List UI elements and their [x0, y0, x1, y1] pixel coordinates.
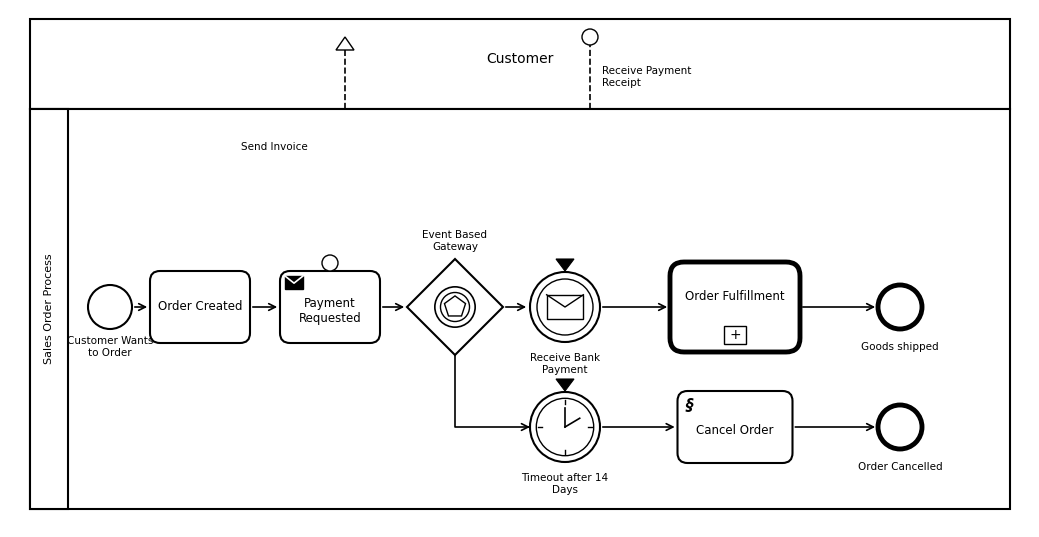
Bar — [30, 19, 1010, 109]
Polygon shape — [556, 379, 574, 391]
Circle shape — [530, 272, 600, 342]
Circle shape — [435, 287, 475, 327]
Circle shape — [878, 285, 922, 329]
Polygon shape — [556, 259, 574, 271]
Text: Order Created: Order Created — [158, 301, 242, 314]
FancyBboxPatch shape — [285, 276, 303, 289]
Circle shape — [582, 29, 598, 45]
Text: Goods shipped: Goods shipped — [861, 342, 939, 352]
FancyBboxPatch shape — [547, 295, 583, 320]
Text: Event Based
Gateway: Event Based Gateway — [423, 230, 487, 252]
Text: Send Invoice: Send Invoice — [241, 142, 308, 152]
FancyBboxPatch shape — [150, 271, 250, 343]
Text: +: + — [729, 328, 741, 342]
Text: Receive Payment
Receipt: Receive Payment Receipt — [602, 66, 691, 88]
Text: Payment
Requested: Payment Requested — [298, 297, 362, 325]
Text: Receive Bank
Payment: Receive Bank Payment — [530, 353, 601, 375]
Text: Order Fulfillment: Order Fulfillment — [685, 291, 784, 303]
Text: Timeout after 14
Days: Timeout after 14 Days — [522, 473, 609, 495]
Text: Customer: Customer — [486, 52, 554, 66]
Circle shape — [441, 293, 470, 322]
Text: Cancel Order: Cancel Order — [696, 425, 774, 438]
Circle shape — [536, 398, 593, 456]
FancyBboxPatch shape — [724, 326, 746, 344]
Text: Sales Order Process: Sales Order Process — [44, 253, 54, 364]
Text: Order Cancelled: Order Cancelled — [857, 462, 942, 472]
Circle shape — [537, 279, 593, 335]
Circle shape — [322, 255, 338, 271]
Text: Customer Wants
to Order: Customer Wants to Order — [66, 336, 153, 358]
Polygon shape — [407, 259, 503, 355]
Bar — [30, 109, 68, 509]
Circle shape — [88, 285, 132, 329]
Polygon shape — [336, 37, 354, 50]
Text: §: § — [686, 398, 693, 413]
FancyBboxPatch shape — [670, 262, 800, 352]
Bar — [30, 109, 1010, 509]
Circle shape — [530, 392, 600, 462]
Circle shape — [878, 405, 922, 449]
FancyBboxPatch shape — [677, 391, 793, 463]
FancyBboxPatch shape — [279, 271, 380, 343]
